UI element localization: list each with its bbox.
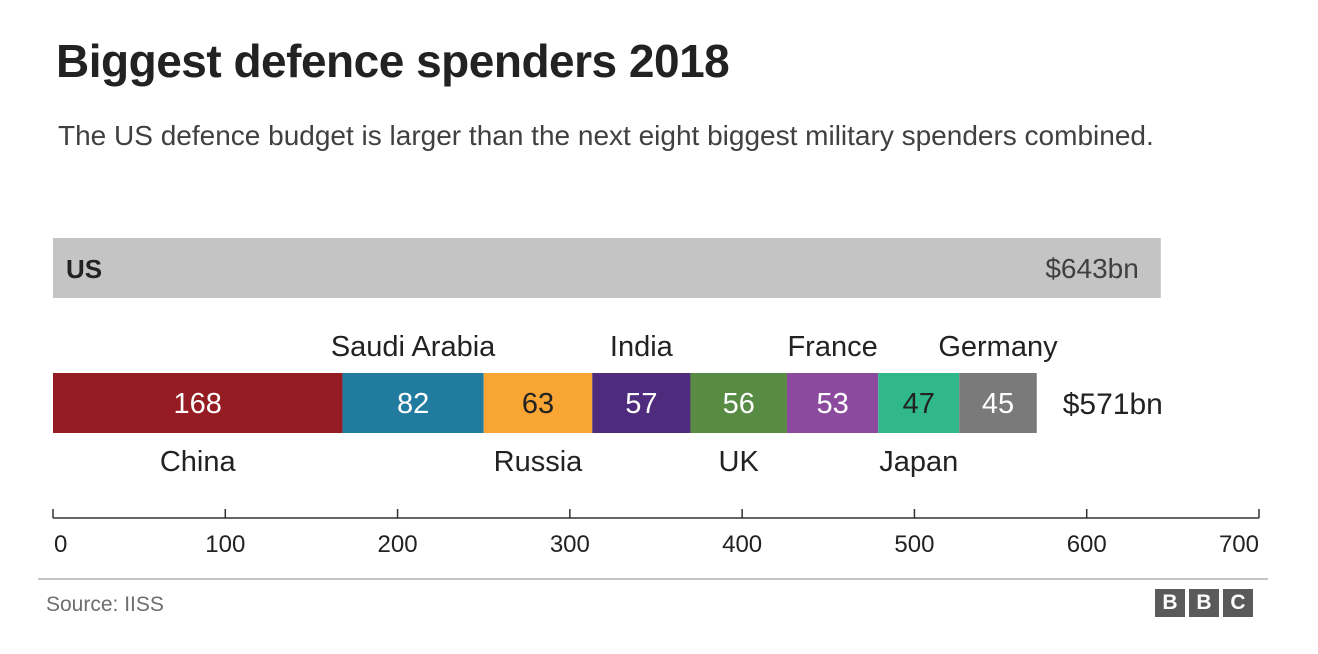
stack-bar-uk — [690, 373, 787, 433]
x-tick-label-200: 200 — [378, 531, 418, 558]
country-label-saudi-arabia: Saudi Arabia — [331, 331, 496, 363]
stack-bar-russia — [483, 373, 593, 433]
x-tick-label-100: 100 — [205, 531, 245, 558]
country-label-india: India — [610, 331, 674, 363]
stack-total-label: $571bn — [1063, 388, 1163, 421]
x-tick-label-300: 300 — [550, 531, 590, 558]
stack-bar-france — [786, 373, 879, 433]
country-label-china: China — [160, 446, 237, 478]
stack-value-russia: 63 — [522, 388, 554, 420]
country-label-japan: Japan — [879, 446, 958, 478]
stack-bar-india — [592, 373, 691, 433]
source-note: Source: IISS — [46, 593, 164, 616]
us-bar-label: US — [66, 254, 102, 284]
us-bar — [53, 238, 1161, 298]
bbc-logo: B B C — [1155, 589, 1253, 617]
x-tick-label-500: 500 — [894, 531, 934, 558]
stack-bar-germany — [959, 373, 1037, 433]
x-tick-label-0: 0 — [54, 531, 67, 558]
stack-value-germany: 45 — [982, 388, 1014, 420]
bbc-logo-letter-b2: B — [1189, 589, 1219, 617]
stack-value-china: 168 — [174, 388, 222, 420]
stack-value-india: 57 — [625, 388, 657, 420]
x-tick-label-400: 400 — [722, 531, 762, 558]
stack-value-france: 53 — [816, 388, 848, 420]
bbc-logo-letter-b1: B — [1155, 589, 1185, 617]
chart-subtitle: The US defence budget is larger than the… — [58, 120, 1154, 151]
stack-bar-japan — [878, 373, 960, 433]
x-tick-label-600: 600 — [1067, 531, 1107, 558]
us-value-label: $643bn — [1045, 253, 1138, 284]
country-label-germany: Germany — [938, 331, 1058, 363]
country-label-russia: Russia — [494, 446, 584, 478]
chart-title: Biggest defence spenders 2018 — [56, 35, 730, 87]
stack-bar-saudi-arabia — [342, 373, 484, 433]
bbc-logo-letter-c: C — [1223, 589, 1253, 617]
stack-value-uk: 56 — [723, 388, 755, 420]
stack-bar-china — [53, 373, 343, 433]
stack-value-japan: 47 — [903, 388, 935, 420]
stack-value-saudi-arabia: 82 — [397, 388, 429, 420]
country-label-uk: UK — [719, 446, 760, 478]
x-tick-label-700: 700 — [1219, 531, 1259, 558]
country-label-france: France — [787, 331, 877, 363]
